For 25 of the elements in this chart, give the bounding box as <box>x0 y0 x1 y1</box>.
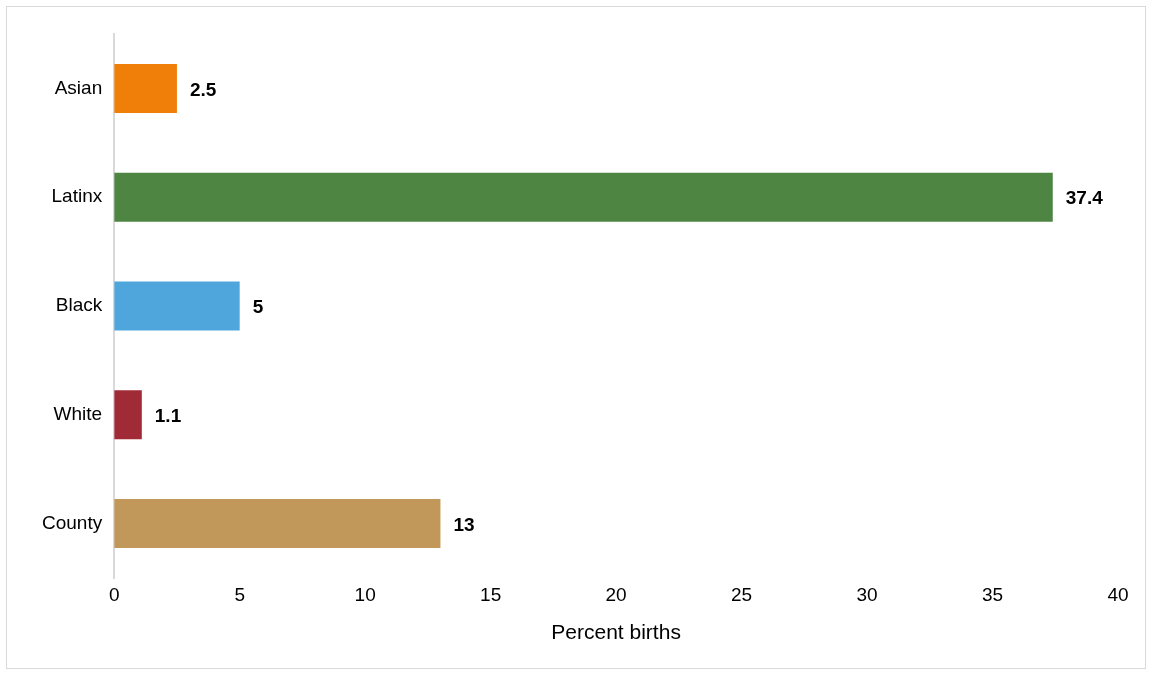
x-tick-label: 40 <box>1107 583 1129 605</box>
data-label: 5 <box>252 296 264 318</box>
y-tick-label: Black <box>55 294 103 316</box>
y-tick-label: County <box>42 511 103 533</box>
x-tick-label: 5 <box>234 583 245 605</box>
data-label: 13 <box>453 513 475 535</box>
x-tick-label: 10 <box>354 583 376 605</box>
data-label: 1.1 <box>154 405 182 427</box>
data-label: 37.4 <box>1065 187 1104 209</box>
x-tick-label: 30 <box>856 583 878 605</box>
bar <box>114 390 142 440</box>
x-tick-label: 0 <box>108 583 120 605</box>
x-tick-label: 25 <box>731 583 753 605</box>
bar <box>114 281 240 331</box>
bar <box>114 63 177 113</box>
x-axis-title: Percent births <box>551 620 681 644</box>
data-label: 2.5 <box>189 78 217 100</box>
bar <box>114 499 441 549</box>
y-tick-label: Asian <box>54 76 103 98</box>
bar <box>114 172 1053 222</box>
y-tick-label: White <box>53 403 103 425</box>
y-tick-label: Latinx <box>51 185 103 207</box>
x-tick-label: 15 <box>480 583 502 605</box>
x-tick-label: 20 <box>605 583 627 605</box>
x-tick-label: 35 <box>981 583 1004 605</box>
